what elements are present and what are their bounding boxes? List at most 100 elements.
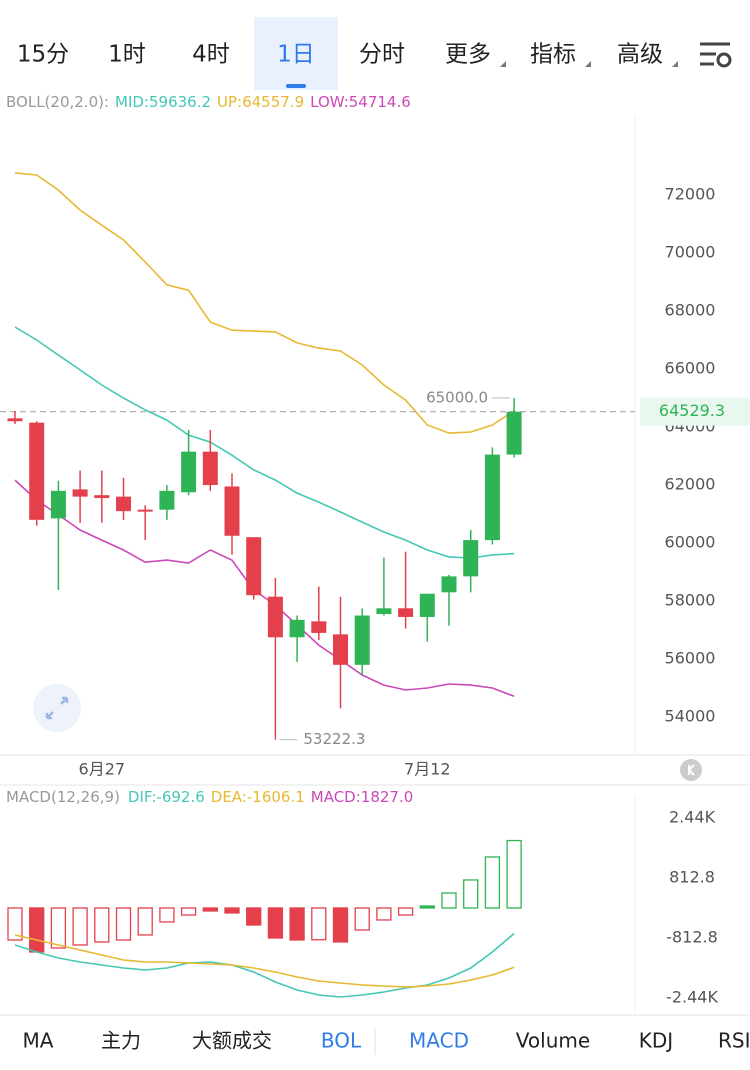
candle-body bbox=[441, 576, 457, 593]
candle-body bbox=[484, 454, 500, 541]
collapse-button[interactable] bbox=[680, 759, 702, 781]
y-tick-label: -812.8 bbox=[666, 927, 718, 946]
y-tick-label: 812.8 bbox=[669, 867, 715, 886]
indicator-tab[interactable]: BOL bbox=[321, 1029, 362, 1053]
settings-icon[interactable] bbox=[700, 42, 732, 68]
indicator-tab[interactable]: MACD bbox=[409, 1029, 469, 1053]
legend-item: UP:64557.9 bbox=[217, 93, 304, 111]
x-tick-label: 7月12 bbox=[404, 760, 451, 779]
indicator-tab[interactable]: RSI bbox=[718, 1029, 750, 1053]
candle-body bbox=[159, 490, 175, 510]
legend: MACD(12,26,9) DIF:-692.6 DEA:-1606.1 MACD:1… bbox=[6, 788, 413, 806]
macd-bar bbox=[354, 907, 370, 931]
candle-body bbox=[311, 621, 327, 633]
legend-item: BOLL(20,2.0): bbox=[6, 93, 109, 111]
candle-body bbox=[506, 411, 522, 455]
y-tick-label: 56000 bbox=[665, 649, 716, 668]
candle-body bbox=[50, 490, 66, 519]
legend-item: MACD(12,26,9) bbox=[6, 788, 120, 806]
y-tick-label: -2.44K bbox=[666, 987, 718, 1006]
tab[interactable]: 4时 bbox=[192, 42, 230, 68]
indicator-tab[interactable]: KDJ bbox=[639, 1029, 673, 1053]
legend-item: LOW:54714.6 bbox=[310, 93, 411, 111]
indicator-tab[interactable]: MA bbox=[23, 1029, 54, 1053]
legend-item: DIF:-692.6 bbox=[128, 788, 205, 806]
macd-bar bbox=[72, 907, 88, 946]
tab[interactable]: 更多 bbox=[445, 42, 491, 68]
candle-body bbox=[246, 537, 262, 596]
candle-body bbox=[29, 422, 45, 520]
x-tick-label: 6月27 bbox=[79, 760, 126, 779]
y-tick-label: 58000 bbox=[665, 591, 716, 610]
boll-line bbox=[14, 326, 515, 559]
macd-bar bbox=[159, 907, 175, 923]
macd-bar bbox=[246, 907, 262, 926]
legend-item: MACD:1827.0 bbox=[311, 788, 414, 806]
macd-bar bbox=[94, 907, 110, 943]
macd-bar bbox=[29, 907, 45, 953]
macd-bar bbox=[137, 907, 153, 936]
candle-body bbox=[137, 509, 153, 512]
y-tick-label: 2.44K bbox=[669, 807, 716, 826]
y-tick-label: 68000 bbox=[665, 301, 716, 320]
dropdown-caret bbox=[585, 61, 591, 67]
dropdown-caret bbox=[500, 61, 506, 67]
indicator-tab[interactable]: Volume bbox=[516, 1029, 590, 1053]
macd-bar bbox=[115, 907, 132, 941]
dropdown-caret bbox=[672, 61, 678, 67]
candle-body bbox=[463, 540, 479, 577]
tab[interactable]: 分时 bbox=[359, 42, 405, 68]
macd-bar bbox=[397, 907, 414, 916]
macd-line bbox=[14, 934, 515, 988]
macd-bar bbox=[463, 879, 479, 909]
tab[interactable]: 1时 bbox=[108, 42, 146, 68]
macd-bar bbox=[506, 839, 522, 909]
boll-line bbox=[14, 172, 515, 434]
macd-bar bbox=[267, 907, 284, 939]
macd-bar bbox=[332, 907, 349, 943]
y-tick-label: 66000 bbox=[665, 359, 716, 378]
y-tick-label: 70000 bbox=[665, 243, 716, 262]
candle-body bbox=[419, 593, 435, 617]
macd-bar bbox=[289, 907, 305, 941]
candle-body bbox=[202, 451, 218, 486]
last-price-box bbox=[640, 397, 750, 426]
macd-bar bbox=[224, 907, 240, 914]
candle-body bbox=[289, 619, 305, 638]
candle-body bbox=[376, 608, 392, 615]
expand-button[interactable] bbox=[33, 684, 81, 732]
macd-line bbox=[14, 932, 515, 998]
macd-bar bbox=[441, 892, 457, 909]
indicator-tab[interactable]: 大额成交 bbox=[192, 1029, 272, 1053]
high-label: 65000.0 bbox=[426, 389, 488, 407]
candle-body bbox=[224, 486, 240, 536]
tab[interactable]: 1日 bbox=[277, 42, 315, 68]
macd-bar bbox=[419, 905, 435, 909]
macd-bar bbox=[7, 907, 23, 941]
macd-bar bbox=[376, 907, 392, 921]
tab-underline bbox=[286, 84, 306, 88]
candle-body bbox=[94, 495, 110, 499]
tab[interactable]: 高级 bbox=[617, 42, 663, 68]
macd-bar bbox=[180, 907, 197, 916]
boll-line bbox=[14, 479, 515, 698]
macd-bar bbox=[311, 907, 327, 941]
macd-bar bbox=[50, 907, 67, 949]
legend-item: MID:59636.2 bbox=[115, 93, 211, 111]
y-tick-label: 60000 bbox=[665, 533, 716, 552]
candle-body bbox=[7, 418, 23, 422]
tab[interactable]: 指标 bbox=[530, 42, 576, 68]
tab[interactable]: 15分 bbox=[17, 42, 69, 68]
macd-bar bbox=[484, 856, 501, 909]
indicator-tab[interactable]: 主力 bbox=[101, 1029, 141, 1053]
tab-highlight bbox=[254, 17, 338, 90]
last-price-label: 64529.3 bbox=[659, 401, 725, 420]
legend-item: DEA:-1606.1 bbox=[211, 788, 305, 806]
candle-body bbox=[333, 634, 348, 665]
low-label: 53222.3 bbox=[303, 730, 365, 748]
macd-bar bbox=[202, 907, 218, 912]
y-tick-label: 54000 bbox=[665, 707, 716, 726]
